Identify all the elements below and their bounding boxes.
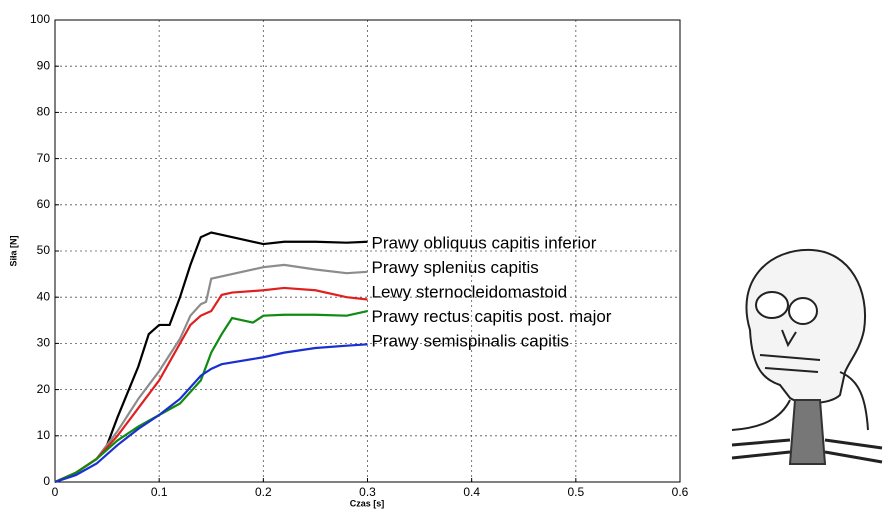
plot-frame (54, 19, 681, 483)
series-label: Prawy obliquus capitis inferior (372, 233, 597, 252)
series-line (54, 263, 368, 484)
x-tick-label: 0.2 (255, 485, 272, 499)
x-tick-label: 0.3 (359, 485, 376, 499)
skull-illustration (730, 248, 883, 465)
series-label: Prawy splenius capitis (372, 258, 539, 277)
series-label: Lewy sternocleidomastoid (372, 282, 568, 301)
series-label: Prawy rectus capitis post. major (372, 307, 612, 326)
series-line (54, 309, 368, 484)
y-tick-label: 50 (37, 243, 51, 257)
series-line (54, 286, 368, 484)
series-label: Prawy semispinalis capitis (372, 331, 569, 350)
y-axis-label: Siła [N] (8, 235, 18, 266)
y-tick-label: 100 (30, 12, 50, 26)
x-tick-label: 0 (52, 485, 59, 499)
x-tick-label: 0.5 (567, 485, 584, 499)
y-tick-label: 80 (37, 105, 51, 119)
x-tick-label: 0.4 (463, 485, 480, 499)
y-tick-label: 0 (43, 474, 50, 488)
series-line (54, 231, 368, 484)
x-axis-label: Czas [s] (350, 498, 385, 508)
y-tick-label: 90 (37, 58, 51, 72)
y-tick-label: 60 (37, 197, 51, 211)
y-tick-label: 70 (37, 151, 51, 165)
y-tick-label: 30 (37, 336, 51, 350)
x-tick-label: 0.6 (672, 485, 689, 499)
series-line (54, 343, 368, 484)
x-tick-label: 0.1 (151, 485, 168, 499)
y-tick-label: 40 (37, 289, 51, 303)
y-tick-label: 20 (37, 382, 51, 396)
y-tick-label: 10 (37, 428, 51, 442)
